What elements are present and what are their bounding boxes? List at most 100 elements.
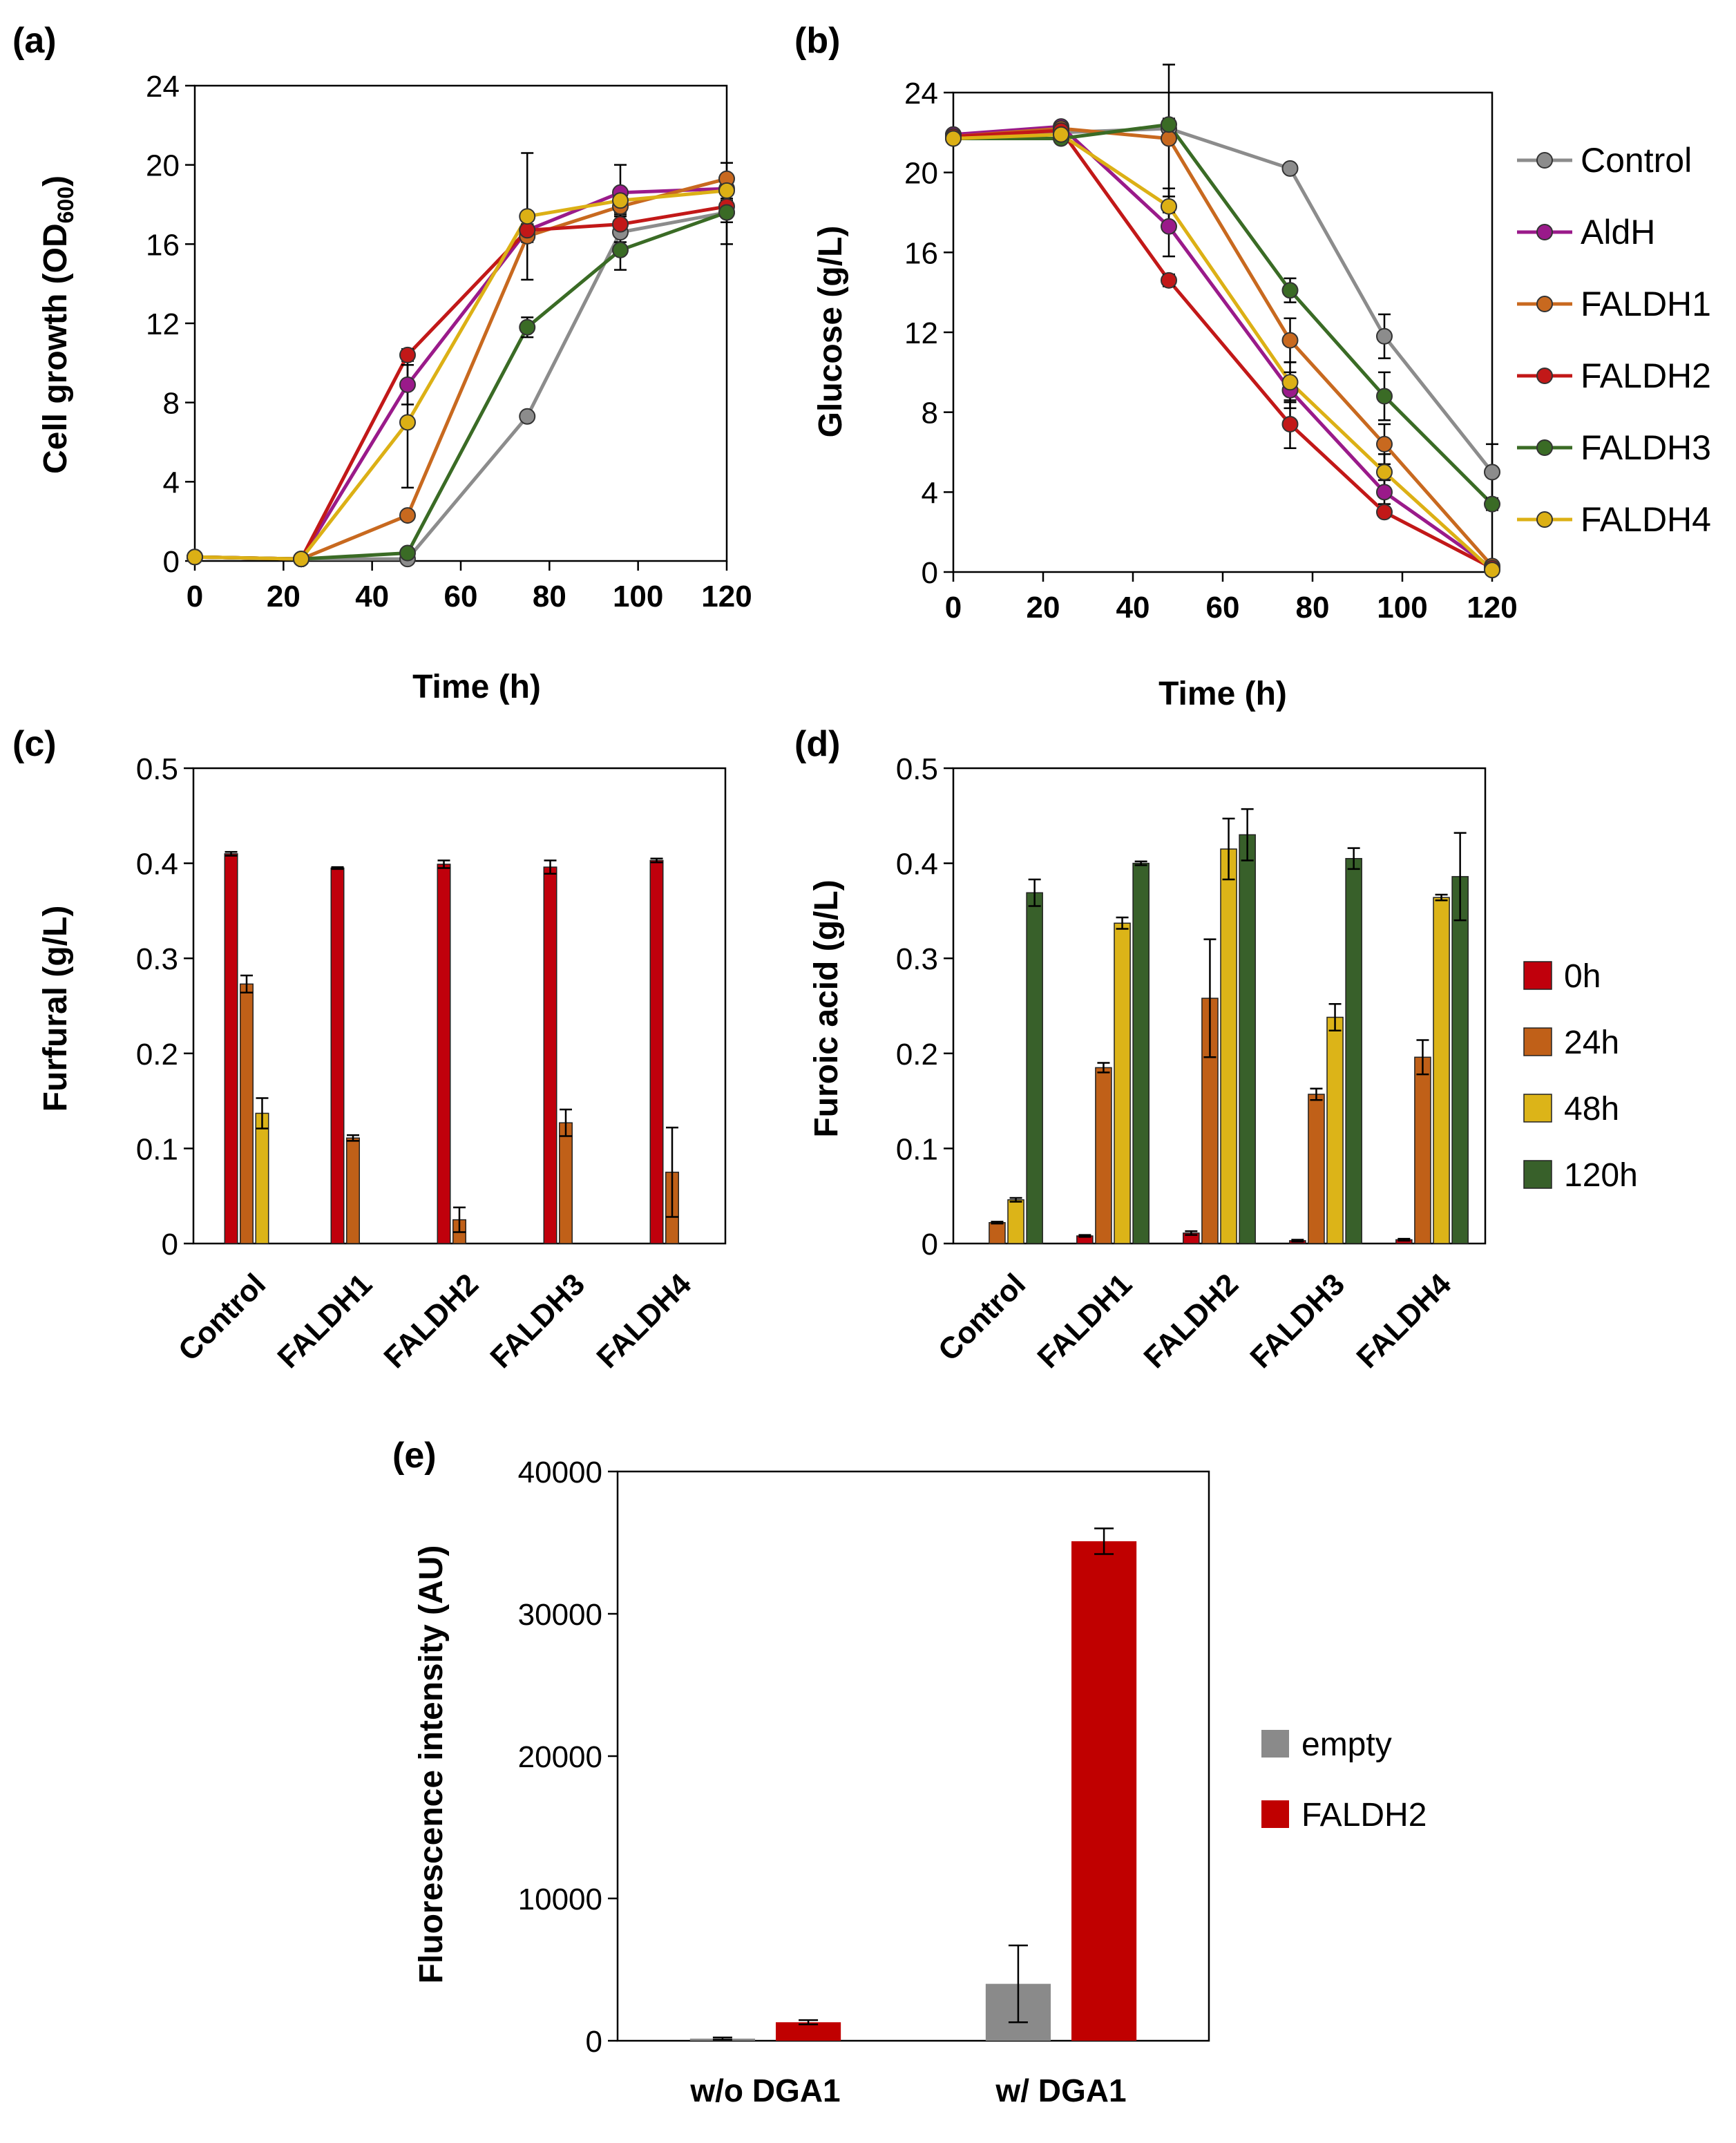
y-tick-label: 0 <box>162 1228 178 1261</box>
data-point-faldh4 <box>1161 198 1177 215</box>
x-tick-label: 20 <box>1027 591 1060 625</box>
legend-swatch-empty <box>1261 1730 1289 1758</box>
data-point-faldh4 <box>1376 464 1393 481</box>
y-tick-label: 10000 <box>518 1883 602 1916</box>
y-tick-label: 24 <box>146 70 180 104</box>
y-tick-label: 0 <box>922 556 938 590</box>
legend-marker-control <box>1536 152 1553 169</box>
series-line-faldh4 <box>953 133 1494 571</box>
bar-faldh2 <box>776 2022 841 2041</box>
legend-label-faldh2: FALDH2 <box>1301 1797 1427 1834</box>
bar-48h <box>1433 897 1450 1244</box>
data-point-faldh3 <box>718 204 735 221</box>
panel-label-e: (e) <box>392 1436 437 1476</box>
data-point-faldh3 <box>1484 495 1500 513</box>
data-point-faldh2 <box>1281 416 1299 433</box>
legend-label-0h: 0h <box>1564 958 1601 995</box>
plot-frame <box>952 767 1487 1245</box>
legend-label-120h: 120h <box>1564 1157 1638 1194</box>
x-tick-label: 60 <box>444 580 478 613</box>
data-point-faldh3 <box>399 544 416 562</box>
legend-label-control: Control <box>1581 141 1692 180</box>
y-tick-label: 16 <box>146 228 180 262</box>
legend-label-faldh4: FALDH4 <box>1581 500 1711 539</box>
chart-b-plot: 0 4 8 12 16 20 24 0 20 40 60 80 100 120 <box>904 64 1518 625</box>
x-tick-label: 60 <box>1206 591 1240 625</box>
y-tick-label: 30000 <box>518 1598 602 1632</box>
legend-label-faldh3: FALDH3 <box>1581 428 1711 467</box>
data-point-faldh2 <box>399 346 416 363</box>
y-tick-label: 0.4 <box>136 848 178 882</box>
y-tick-label: 12 <box>904 316 938 350</box>
legend-swatch-120h <box>1523 1160 1552 1189</box>
y-tick-label: 0.5 <box>896 752 938 786</box>
chart-b: 0 4 8 12 16 20 24 0 20 40 60 80 100 120 Control AldH FA… <box>812 64 1711 712</box>
bar-0h <box>543 866 557 1244</box>
data-point-faldh3 <box>519 318 536 336</box>
panel-label-b: (b) <box>794 21 840 61</box>
data-point-faldh2 <box>1161 272 1177 289</box>
legend-label-aldh: AldH <box>1581 213 1655 251</box>
chart-e: 0 10000 20000 30000 40000 w/o DGA1 w/ DGA1 emp… <box>413 1456 1427 2108</box>
x-tick-label: 20 <box>267 580 301 613</box>
bar-48h <box>1114 922 1131 1244</box>
legend-marker-faldh2 <box>1536 368 1553 384</box>
bar-24h <box>346 1137 360 1244</box>
y-tick-label: 20000 <box>518 1740 602 1774</box>
data-point-faldh4 <box>612 192 629 209</box>
bar-120h <box>1451 876 1469 1244</box>
data-point-aldh <box>1161 218 1177 235</box>
y-tick-label: 0.1 <box>896 1132 938 1166</box>
y-tick-label: 0.2 <box>896 1038 938 1072</box>
bar-faldh2 <box>1071 1541 1137 2041</box>
legend-marker-faldh1 <box>1536 296 1553 312</box>
y-tick-label: 0.4 <box>896 848 938 882</box>
data-point-faldh3 <box>1281 282 1299 299</box>
x-tick-label: 40 <box>1116 591 1150 625</box>
data-point-faldh4 <box>945 130 962 147</box>
data-point-faldh4 <box>1281 374 1299 391</box>
y-tick-label: 20 <box>146 149 180 183</box>
chart-a-ylabel-sub: 600 <box>53 187 78 223</box>
chart-c-ylabel: Furfural (g/L) <box>37 906 74 1112</box>
data-point-faldh4 <box>1484 562 1500 579</box>
bar-120h <box>1132 862 1150 1244</box>
chart-b-xlabel: Time (h) <box>1158 676 1287 712</box>
y-tick-label: 24 <box>904 77 938 111</box>
data-point-control <box>1484 464 1500 481</box>
bar-24h <box>240 983 254 1244</box>
data-point-faldh3 <box>612 241 629 258</box>
data-point-faldh2 <box>612 216 629 233</box>
y-tick-label: 0 <box>922 1228 938 1261</box>
y-tick-label: 0.3 <box>896 942 938 976</box>
bar-48h <box>1007 1199 1024 1244</box>
y-tick-label: 0.2 <box>136 1038 178 1072</box>
data-point-faldh2 <box>1376 504 1393 521</box>
data-point-control <box>1281 160 1299 177</box>
x-tick-label: 0 <box>187 580 203 613</box>
y-tick-label: 0.3 <box>136 942 178 976</box>
legend-marker-aldh <box>1536 224 1553 240</box>
y-tick-label: 0 <box>163 545 180 579</box>
data-point-aldh <box>399 376 416 393</box>
legend-swatch-faldh2 <box>1261 1800 1289 1828</box>
bar-24h <box>1414 1056 1431 1244</box>
data-point-faldh4 <box>519 208 536 225</box>
legend-label-48h: 48h <box>1564 1091 1619 1127</box>
y-tick-label: 8 <box>922 397 938 430</box>
bar-120h <box>1345 857 1362 1244</box>
bar-0h <box>649 859 664 1244</box>
bar-24h <box>1308 1094 1325 1244</box>
bar-24h <box>559 1122 573 1244</box>
bar-0h <box>437 864 451 1244</box>
data-point-faldh4 <box>293 551 309 568</box>
x-tick-label: 0 <box>945 591 962 625</box>
chart-d-ylabel: Furoic acid (g/L) <box>808 879 845 1137</box>
series-line-faldh3 <box>953 122 1494 506</box>
panel-label-a: (a) <box>12 21 57 61</box>
y-tick-label: 0.1 <box>136 1132 178 1166</box>
data-point-faldh4 <box>187 549 203 566</box>
panel-label-c: (c) <box>12 724 57 764</box>
category-label: w/ DGA1 <box>995 2073 1126 2108</box>
